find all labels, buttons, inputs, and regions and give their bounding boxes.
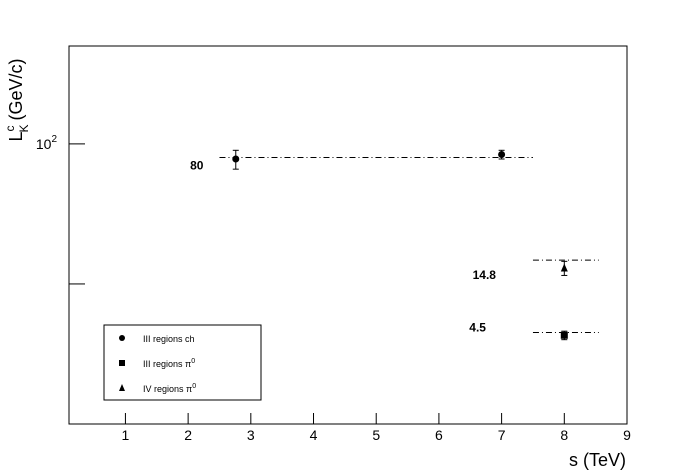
y-axis-label: LcK (GeV/c) bbox=[3, 58, 31, 141]
x-tick-label: 1 bbox=[122, 427, 130, 443]
x-axis-label: s (TeV) bbox=[569, 450, 626, 470]
y-label-sub: K bbox=[17, 124, 31, 132]
legend-label-name: III regions π bbox=[143, 359, 191, 369]
x-tick-label: 7 bbox=[498, 427, 506, 443]
fit-value-label: 4.5 bbox=[469, 321, 486, 335]
plot-frame bbox=[68, 45, 628, 425]
x-tick-label: 4 bbox=[310, 427, 318, 443]
legend-marker bbox=[119, 384, 125, 391]
marker-circle bbox=[498, 150, 506, 158]
fit-value-label: 80 bbox=[190, 158, 204, 172]
y-label-base: L bbox=[6, 132, 26, 142]
marker-circle bbox=[232, 155, 240, 163]
y-tick-label-sup: 2 bbox=[51, 134, 57, 145]
legend-label-name: III regions ch bbox=[143, 334, 195, 344]
legend-box bbox=[103, 324, 262, 401]
legend-label-sup: 0 bbox=[191, 358, 195, 365]
x-tick-label: 6 bbox=[435, 427, 443, 443]
x-tick-label: 8 bbox=[560, 427, 568, 443]
marker-triangle bbox=[560, 263, 568, 272]
legend-label: III regions π0 bbox=[143, 358, 195, 369]
legend-label: III regions ch bbox=[143, 334, 195, 344]
y-label-sup: c bbox=[3, 126, 17, 132]
legend-label-name: IV regions π bbox=[143, 384, 192, 394]
x-tick-label: 2 bbox=[184, 427, 192, 443]
y-tick-label: 102 bbox=[36, 134, 58, 152]
x-tick-label: 9 bbox=[623, 427, 631, 443]
x-tick-label: 5 bbox=[372, 427, 380, 443]
legend-label-sup: 0 bbox=[192, 383, 196, 390]
x-tick-label: 3 bbox=[247, 427, 255, 443]
legend-marker bbox=[119, 335, 125, 341]
legend-marker bbox=[119, 360, 125, 366]
fit-value-label: 14.8 bbox=[473, 268, 497, 282]
legend-label: IV regions π0 bbox=[143, 383, 196, 394]
marker-square bbox=[560, 331, 568, 339]
y-label-unit: (GeV/c) bbox=[6, 58, 26, 120]
y-tick-label-base: 10 bbox=[36, 136, 52, 152]
